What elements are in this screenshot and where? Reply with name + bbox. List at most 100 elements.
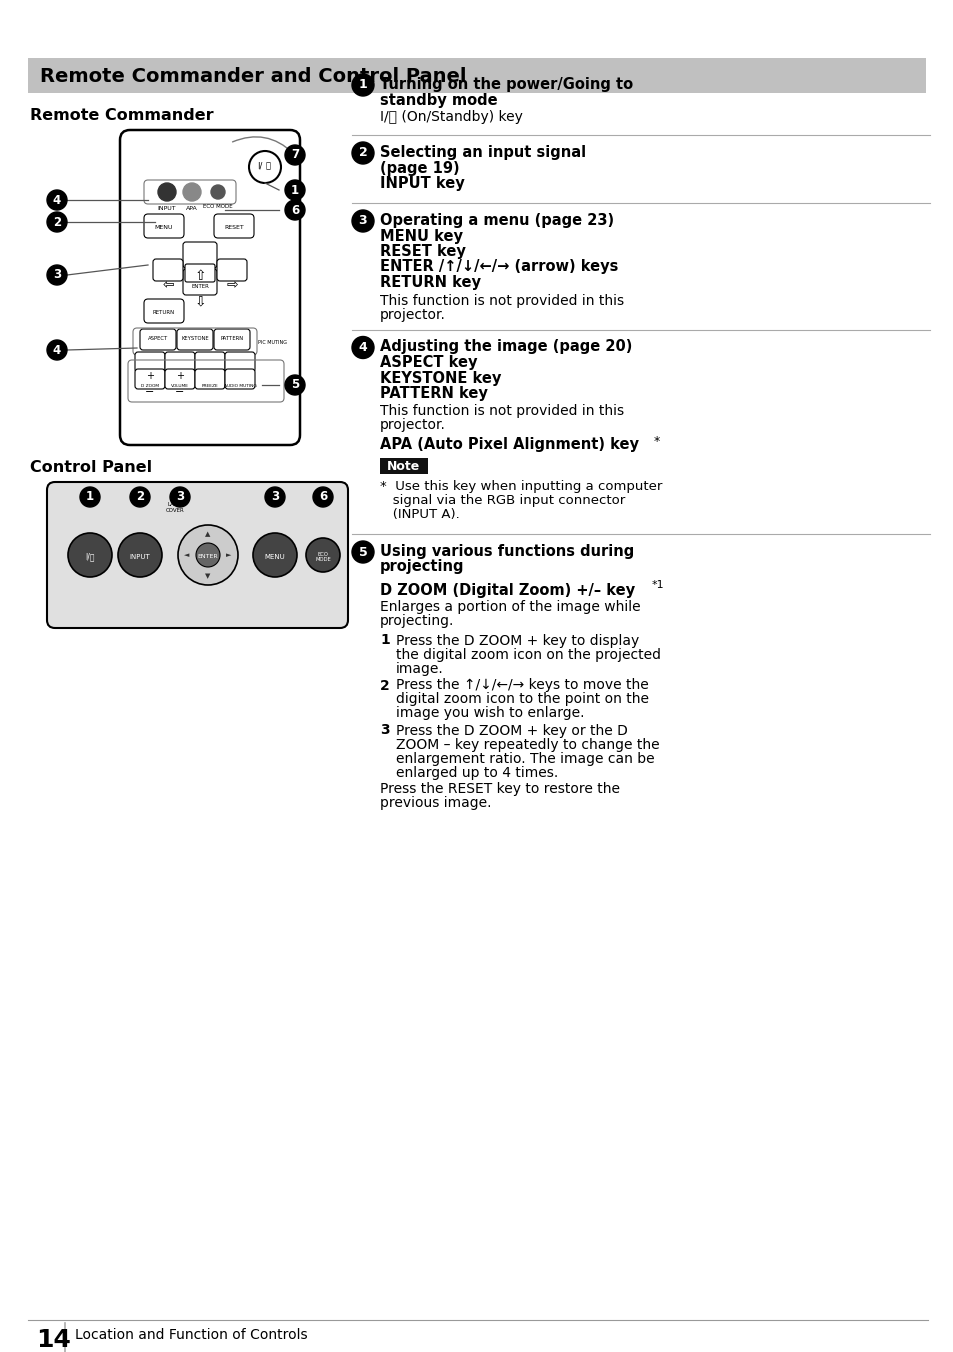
Text: KEYSTONE key: KEYSTONE key: [379, 370, 501, 385]
Text: 3: 3: [175, 491, 184, 503]
Text: ENTER: ENTER: [191, 284, 209, 288]
Text: 3: 3: [379, 723, 389, 737]
FancyBboxPatch shape: [194, 352, 225, 372]
Circle shape: [352, 74, 374, 96]
Text: +: +: [175, 370, 184, 381]
Text: ASPECT key: ASPECT key: [379, 356, 477, 370]
Text: ASPECT: ASPECT: [148, 337, 168, 342]
Text: KEYSTONE: KEYSTONE: [181, 337, 209, 342]
Text: ECO MODE: ECO MODE: [203, 204, 233, 210]
Text: APA (Auto Pixel Alignment) key: APA (Auto Pixel Alignment) key: [379, 438, 639, 453]
Text: 1: 1: [86, 491, 94, 503]
FancyBboxPatch shape: [194, 369, 225, 389]
Text: I/⏻: I/⏻: [85, 553, 94, 561]
Circle shape: [253, 533, 296, 577]
Circle shape: [285, 145, 305, 165]
Text: INPUT key: INPUT key: [379, 176, 464, 191]
Text: −: −: [145, 387, 154, 397]
Text: I/: I/: [257, 161, 263, 170]
Circle shape: [306, 538, 339, 572]
Text: 4: 4: [358, 341, 367, 354]
Text: ⇧: ⇧: [194, 269, 206, 283]
Circle shape: [285, 180, 305, 200]
Text: PATTERN key: PATTERN key: [379, 387, 487, 402]
Text: ►: ►: [226, 552, 232, 558]
FancyBboxPatch shape: [177, 329, 213, 350]
Circle shape: [47, 191, 67, 210]
Text: ENTER /↑/↓/←/→ (arrow) keys: ENTER /↑/↓/←/→ (arrow) keys: [379, 260, 618, 274]
Text: 1: 1: [379, 634, 390, 648]
Text: ZOOM – key repeatedly to change the: ZOOM – key repeatedly to change the: [395, 737, 659, 752]
Text: +: +: [146, 370, 153, 381]
Text: Note: Note: [387, 460, 420, 472]
Text: image.: image.: [395, 661, 443, 676]
Text: enlarged up to 4 times.: enlarged up to 4 times.: [395, 765, 558, 780]
Text: 1: 1: [291, 184, 298, 196]
Text: the digital zoom icon on the projected: the digital zoom icon on the projected: [395, 648, 660, 661]
Text: enlargement ratio. The image can be: enlargement ratio. The image can be: [395, 752, 654, 765]
Text: This function is not provided in this: This function is not provided in this: [379, 403, 623, 418]
Text: ⇦: ⇦: [162, 279, 173, 292]
Text: 2: 2: [52, 215, 61, 228]
FancyBboxPatch shape: [185, 264, 214, 283]
Circle shape: [130, 487, 150, 507]
Circle shape: [285, 375, 305, 395]
Text: digital zoom icon to the point on the: digital zoom icon to the point on the: [395, 692, 648, 707]
Text: projector.: projector.: [379, 307, 445, 322]
Text: PATTERN: PATTERN: [220, 337, 243, 342]
Text: 4: 4: [52, 343, 61, 357]
FancyBboxPatch shape: [183, 269, 216, 295]
Text: Press the D ZOOM + key or the D: Press the D ZOOM + key or the D: [395, 723, 627, 737]
Circle shape: [352, 210, 374, 233]
Text: Enlarges a portion of the image while: Enlarges a portion of the image while: [379, 600, 640, 615]
Circle shape: [170, 487, 190, 507]
Text: Press the ↑/↓/←/→ keys to move the: Press the ↑/↓/←/→ keys to move the: [395, 679, 648, 692]
Text: 3: 3: [358, 215, 367, 227]
Text: Press the RESET key to restore the: Press the RESET key to restore the: [379, 781, 619, 795]
Text: INPUT: INPUT: [130, 554, 151, 560]
Text: Control Panel: Control Panel: [30, 460, 152, 475]
Text: RESET: RESET: [224, 224, 244, 230]
Text: FREEZE: FREEZE: [201, 384, 218, 388]
Text: Press the D ZOOM + key to display: Press the D ZOOM + key to display: [395, 634, 639, 648]
Text: APA: APA: [186, 206, 197, 211]
FancyBboxPatch shape: [47, 483, 348, 627]
Text: MENU: MENU: [154, 224, 173, 230]
FancyBboxPatch shape: [144, 299, 184, 323]
Text: *  Use this key when inputting a computer: * Use this key when inputting a computer: [379, 480, 661, 493]
Text: D ZOOM: D ZOOM: [141, 384, 159, 388]
Text: ⇨: ⇨: [226, 279, 237, 292]
Circle shape: [118, 533, 162, 577]
Text: VOLUME: VOLUME: [171, 384, 189, 388]
Text: 3: 3: [271, 491, 279, 503]
Text: 5: 5: [358, 545, 367, 558]
FancyBboxPatch shape: [379, 458, 428, 475]
Text: Remote Commander: Remote Commander: [30, 108, 213, 123]
Text: −: −: [175, 387, 185, 397]
Text: RETURN: RETURN: [152, 310, 175, 315]
Circle shape: [47, 212, 67, 233]
Text: Using various functions during: Using various functions during: [379, 544, 634, 558]
FancyBboxPatch shape: [165, 352, 194, 372]
Text: image you wish to enlarge.: image you wish to enlarge.: [395, 707, 584, 721]
Circle shape: [285, 200, 305, 220]
Text: 2: 2: [358, 146, 367, 160]
Circle shape: [352, 337, 374, 358]
Text: 7: 7: [291, 149, 298, 161]
Text: 1: 1: [358, 78, 367, 92]
FancyBboxPatch shape: [183, 242, 216, 268]
Circle shape: [352, 142, 374, 164]
Circle shape: [265, 487, 285, 507]
Text: 5: 5: [291, 379, 299, 392]
Circle shape: [68, 533, 112, 577]
Text: projecting: projecting: [379, 560, 464, 575]
FancyBboxPatch shape: [120, 130, 299, 445]
Text: D ZOOM (Digital Zoom) +/– key: D ZOOM (Digital Zoom) +/– key: [379, 583, 635, 598]
Text: previous image.: previous image.: [379, 795, 491, 810]
Text: ⇩: ⇩: [194, 293, 206, 308]
Text: 2: 2: [379, 679, 390, 692]
FancyBboxPatch shape: [216, 260, 247, 281]
Text: Remote Commander and Control Panel: Remote Commander and Control Panel: [40, 68, 466, 87]
Circle shape: [178, 525, 237, 585]
Circle shape: [313, 487, 333, 507]
